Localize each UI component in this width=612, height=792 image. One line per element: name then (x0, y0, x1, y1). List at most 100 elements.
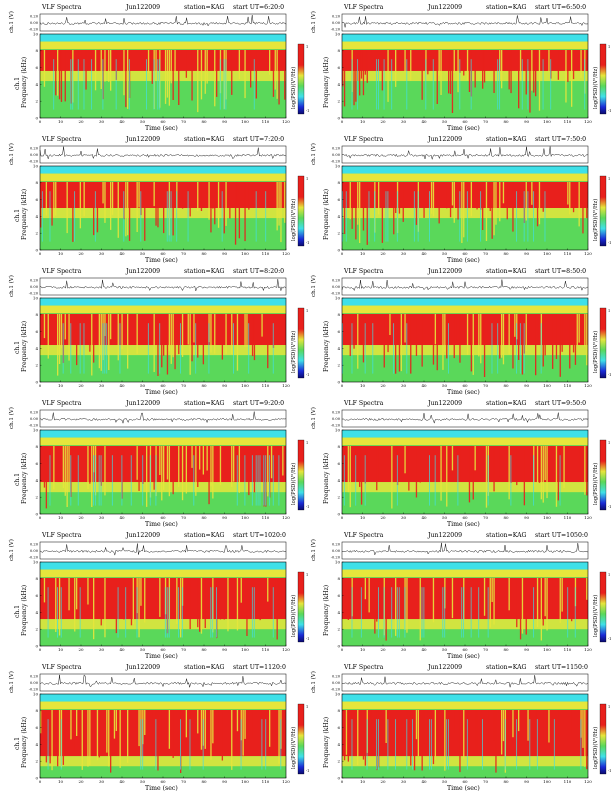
panel-title-station: station=KAG (184, 4, 225, 11)
panel-title-spectra: VLF Spectra (344, 400, 384, 407)
x-axis-label: Time (sec) (145, 125, 178, 132)
spectral-gap (378, 719, 379, 770)
spectral-streak (123, 578, 125, 620)
spectral-streak (525, 314, 527, 352)
y-tick-label: 4 (35, 82, 38, 87)
spectral-gap (74, 191, 76, 242)
spectral-streak (157, 710, 159, 771)
spectral-streak (123, 446, 125, 476)
spectral-streak (157, 314, 159, 376)
axes: 0 10 20 30 40 50 60 70 80 90 100 110 120 0 2 4 6 8 10 (335, 163, 592, 256)
spectral-gap (466, 191, 468, 242)
spectral-streak (376, 578, 378, 622)
colorbar: 1 -1 (599, 571, 611, 643)
spectral-streak (555, 446, 558, 507)
spectral-streak (510, 314, 512, 342)
spectral-streak (345, 710, 348, 755)
spectral-streak (571, 710, 573, 735)
x-tick-label: 70 (483, 647, 489, 652)
amp-tick-label: 0.00 (30, 417, 39, 421)
spectral-streak (110, 314, 112, 340)
amplitude-trace-group: 0.20 0.00 -0.20 (331, 145, 589, 164)
panel-title-time: =9:20:0 (259, 400, 285, 407)
amplitude-frame (341, 673, 589, 692)
x-tick-label: 50 (140, 647, 146, 652)
colorbar-gradient (599, 439, 607, 511)
y-tick-label: 0 (337, 643, 340, 648)
panel-title-time: =9:50:0 (561, 400, 587, 407)
spectral-streak (370, 710, 372, 753)
spectrogram-panel-12: VLF Spectra Jun122009 station=KAG start UT =… (310, 662, 611, 792)
x-tick-label: 110 (564, 779, 572, 784)
spectral-gap (49, 455, 51, 506)
spectral-streak (502, 710, 505, 742)
y-tick-label: 10 (335, 691, 341, 696)
x-tick-label: 30 (99, 383, 105, 388)
spectral-streak (406, 578, 408, 633)
y-tick-label: 2 (35, 759, 38, 764)
panel-title-spectra: VLF Spectra (42, 664, 82, 671)
amplitude-trace-group: 0.20 0.00 -0.20 (29, 541, 287, 560)
spectral-streak (580, 182, 582, 205)
x-tick-label: 60 (462, 647, 468, 652)
spectral-gap (102, 59, 104, 110)
spectral-gap (70, 59, 72, 110)
spectral-gap (396, 587, 398, 638)
spectral-gap (53, 59, 55, 110)
spectral-streak (449, 182, 452, 218)
spectral-streak (451, 446, 454, 471)
spectral-streak (159, 578, 161, 617)
spectrogram-panel-11: VLF Spectra Jun122009 station=KAG start UT =… (8, 662, 309, 792)
spectral-streak (576, 314, 578, 346)
x-tick-label: 40 (119, 119, 125, 124)
x-tick-label: 120 (282, 515, 290, 520)
spectral-streak (119, 710, 121, 768)
colorbar: 1 -1 (599, 175, 611, 247)
spectral-streak (586, 446, 588, 496)
panel-title-spectra: VLF Spectra (344, 136, 384, 143)
spectral-streak (559, 578, 561, 623)
x-tick-label: 0 (341, 383, 344, 388)
spectral-streak (242, 710, 244, 756)
spectral-streak (244, 314, 246, 347)
spectral-gap (536, 719, 538, 770)
y-tick-label: 10 (33, 163, 39, 168)
spectral-streak (202, 314, 205, 365)
spectral-streak (480, 314, 482, 364)
spectral-streak (229, 182, 231, 219)
spectral-streak (231, 314, 233, 355)
spectral-gap (70, 323, 72, 374)
panel-title-station: station=KAG (486, 268, 527, 275)
x-tick-label: 30 (401, 647, 407, 652)
spectral-gap (446, 719, 448, 770)
panel-title-date: Jun122009 (428, 4, 463, 11)
spectral-streak (200, 182, 203, 211)
spectral-gap (523, 191, 525, 242)
spectral-streak (584, 446, 586, 495)
spectral-streak (474, 446, 476, 471)
x-tick-label: 60 (160, 647, 166, 652)
axes: 0 10 20 30 40 50 60 70 80 90 100 110 120 0 2 4 6 8 10 (33, 691, 290, 784)
spectral-streak (189, 314, 191, 375)
spectral-streak (586, 710, 588, 770)
spectral-streak (106, 710, 108, 753)
colorbar-gradient (297, 439, 305, 511)
spectral-streak (400, 314, 403, 372)
panel-title-spectra: VLF Spectra (42, 532, 82, 539)
spectral-streak (472, 446, 474, 500)
x-tick-label: 80 (201, 779, 207, 784)
x-tick-label: 30 (99, 515, 105, 520)
spectral-streak (519, 50, 522, 80)
spectral-gap (225, 59, 227, 110)
spectral-streak (391, 446, 393, 509)
y-tick-label: 8 (337, 312, 340, 317)
spectral-streak (236, 710, 239, 732)
spectral-streak (385, 710, 387, 743)
spectral-streak (457, 578, 459, 600)
spectral-streak (142, 314, 144, 337)
spectral-streak (468, 446, 471, 503)
x-tick-label: 90 (222, 515, 228, 520)
spectral-gap (72, 59, 74, 110)
spectral-streak (58, 314, 61, 364)
spectral-gap (153, 59, 155, 110)
